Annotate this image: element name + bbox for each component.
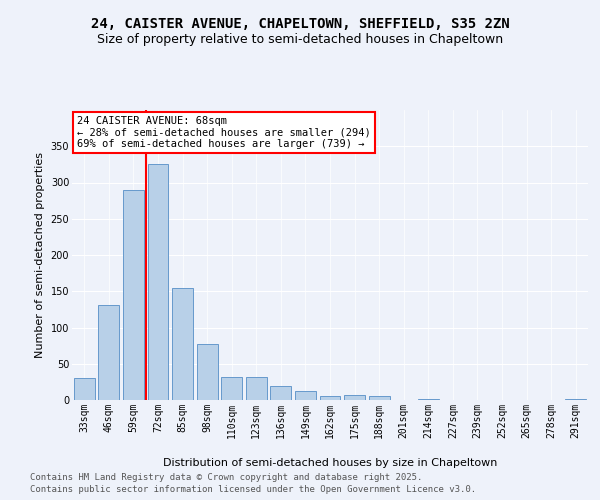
Bar bbox=[98, 305, 119, 400]
Y-axis label: Number of semi-detached properties: Number of semi-detached properties bbox=[35, 152, 45, 358]
Bar bbox=[221, 377, 242, 400]
Text: 24, CAISTER AVENUE, CHAPELTOWN, SHEFFIELD, S35 2ZN: 24, CAISTER AVENUE, CHAPELTOWN, SHEFFIEL… bbox=[91, 18, 509, 32]
Bar bbox=[320, 396, 340, 400]
Bar bbox=[295, 390, 316, 400]
Bar bbox=[172, 288, 193, 400]
Text: Contains public sector information licensed under the Open Government Licence v3: Contains public sector information licen… bbox=[30, 485, 476, 494]
Bar bbox=[197, 344, 218, 400]
Text: 24 CAISTER AVENUE: 68sqm
← 28% of semi-detached houses are smaller (294)
69% of : 24 CAISTER AVENUE: 68sqm ← 28% of semi-d… bbox=[77, 116, 371, 149]
Text: Contains HM Land Registry data © Crown copyright and database right 2025.: Contains HM Land Registry data © Crown c… bbox=[30, 472, 422, 482]
Bar bbox=[148, 164, 169, 400]
Bar bbox=[123, 190, 144, 400]
Text: Distribution of semi-detached houses by size in Chapeltown: Distribution of semi-detached houses by … bbox=[163, 458, 497, 468]
Bar bbox=[246, 377, 267, 400]
Bar bbox=[344, 395, 365, 400]
Bar bbox=[368, 396, 389, 400]
Text: Size of property relative to semi-detached houses in Chapeltown: Size of property relative to semi-detach… bbox=[97, 32, 503, 46]
Bar bbox=[565, 398, 586, 400]
Bar bbox=[74, 378, 95, 400]
Bar bbox=[271, 386, 292, 400]
